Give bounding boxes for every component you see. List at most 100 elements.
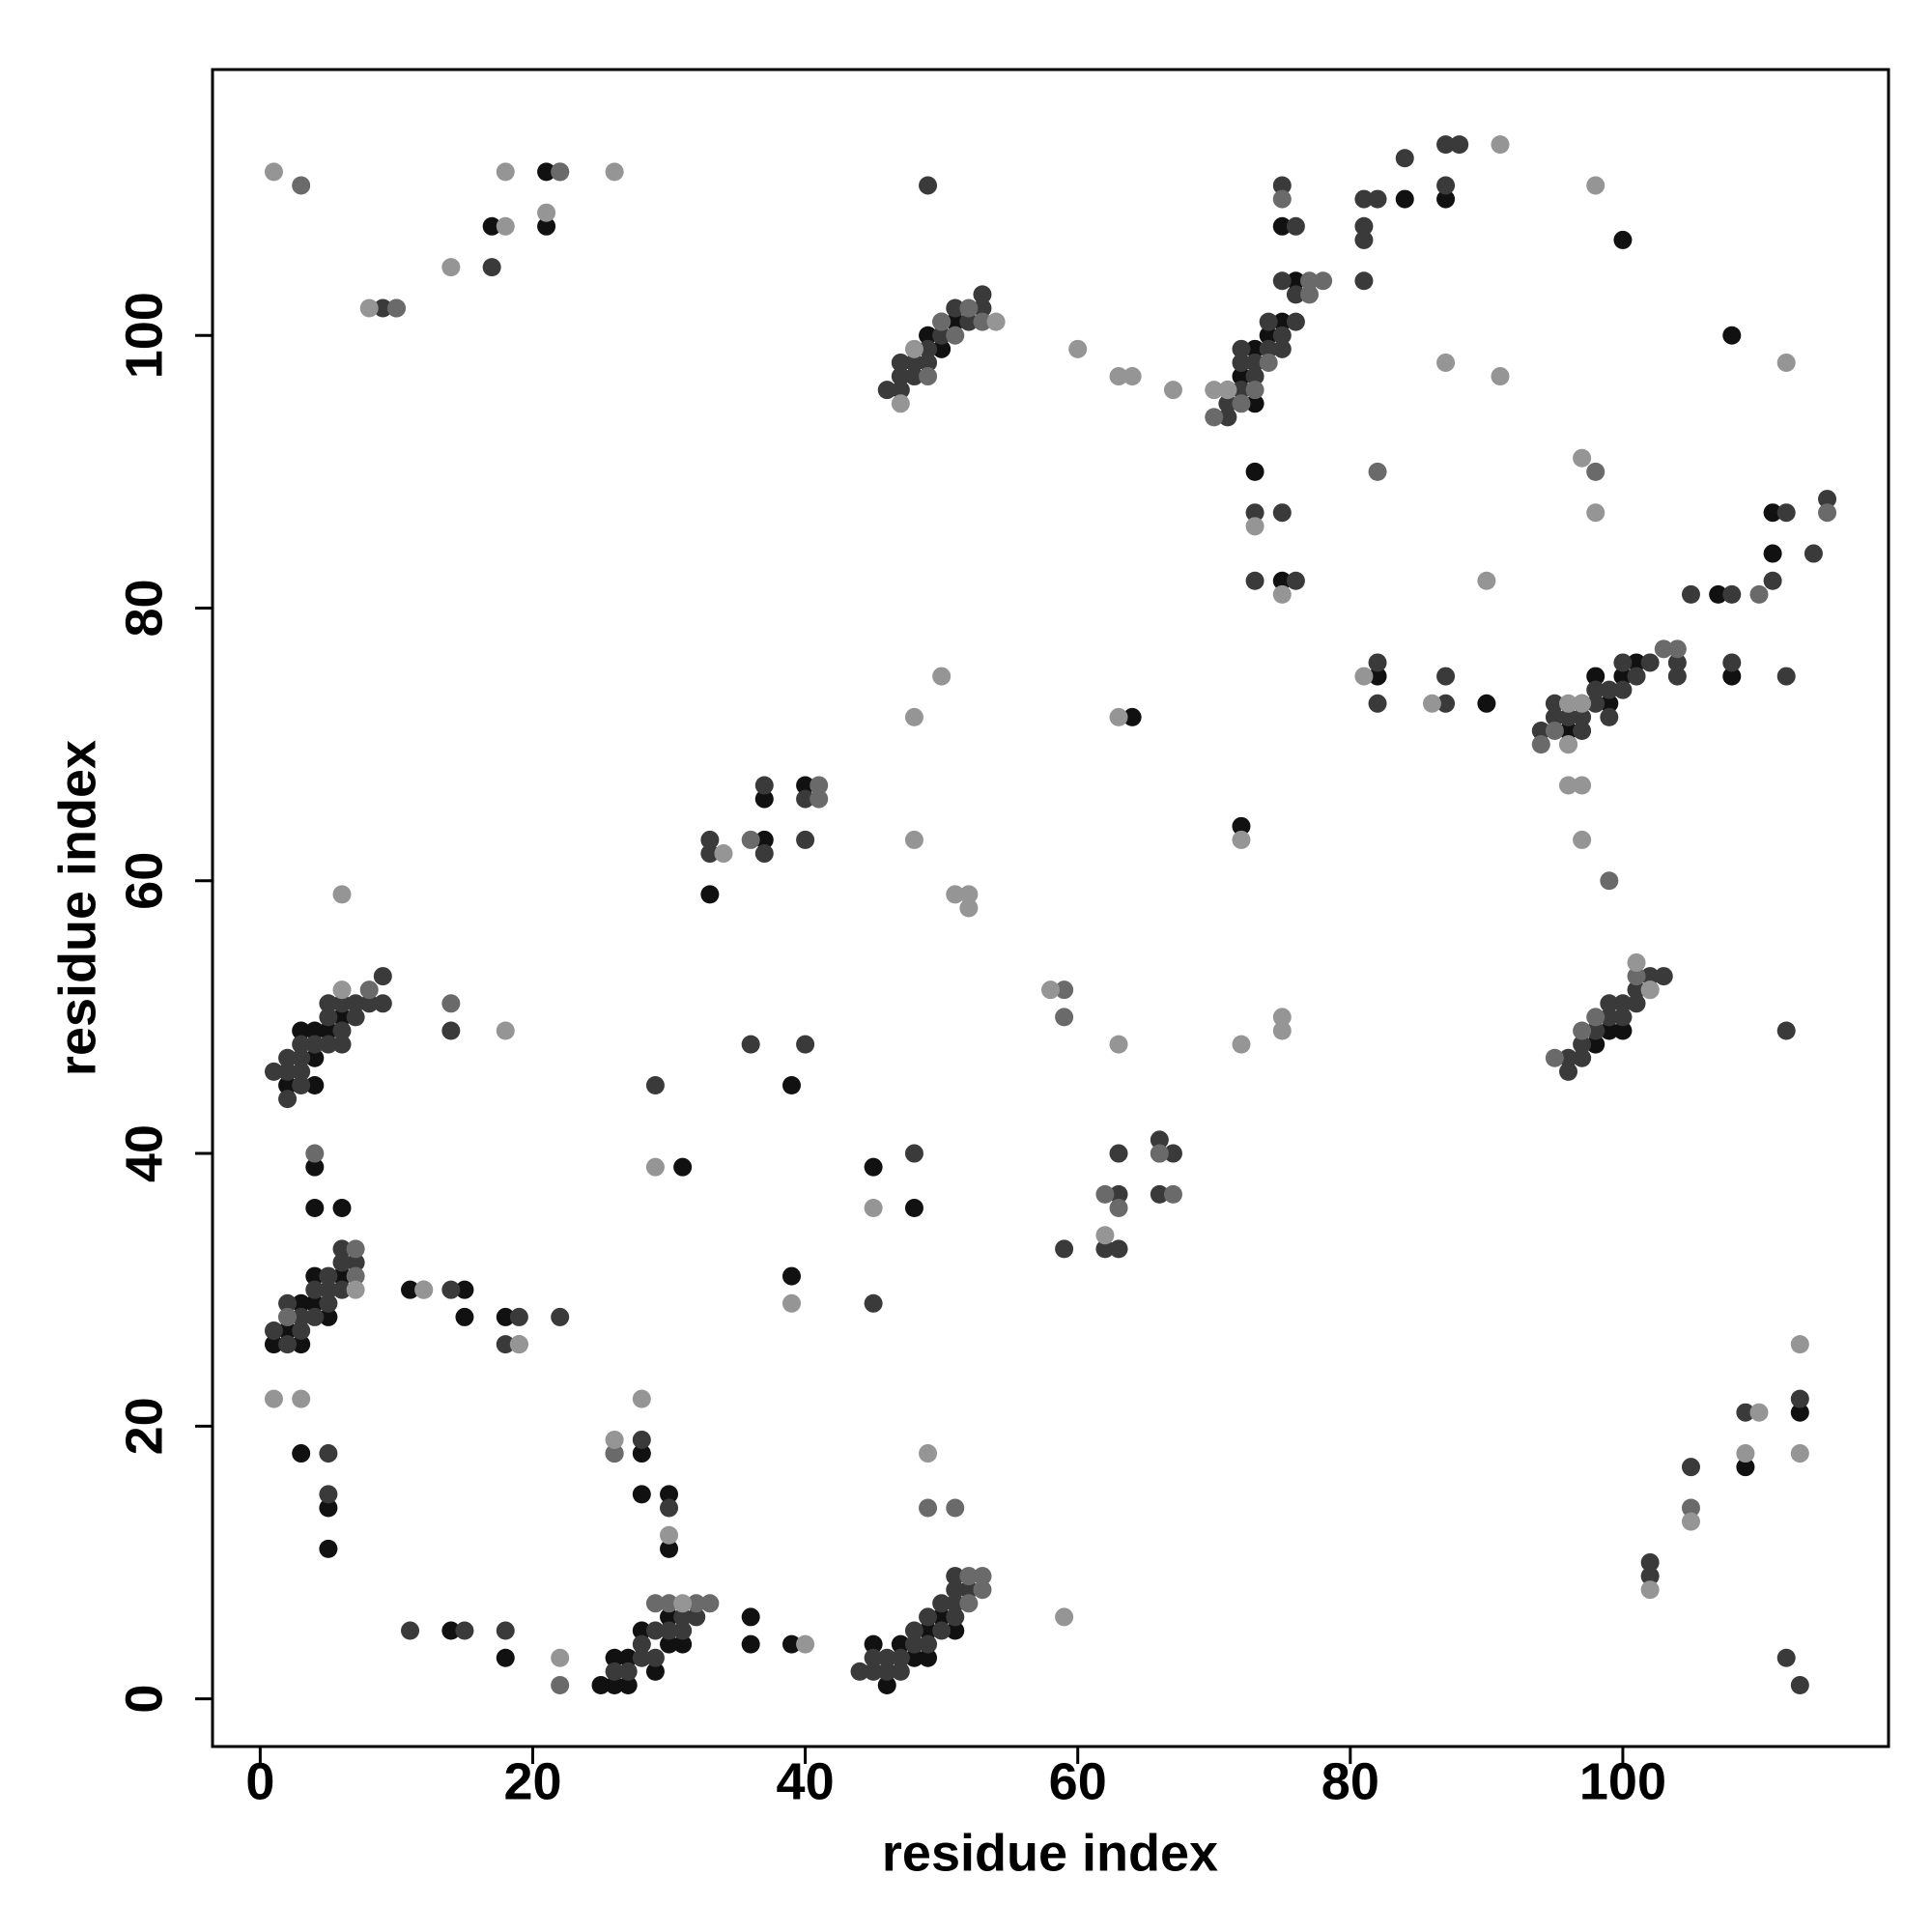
point [1600, 994, 1619, 1013]
point [1681, 584, 1700, 604]
point [796, 1035, 815, 1054]
point [891, 394, 910, 413]
point [1613, 994, 1633, 1013]
point [332, 885, 352, 904]
point [864, 1662, 883, 1681]
point [1245, 462, 1264, 481]
point [1573, 722, 1592, 741]
point [864, 1648, 883, 1667]
point [278, 1321, 298, 1341]
point [537, 203, 556, 222]
point [877, 1662, 896, 1681]
point [332, 1199, 352, 1218]
point [754, 830, 774, 849]
x-tick-label: 60 [1049, 1752, 1107, 1810]
point [305, 1048, 325, 1067]
point [1586, 1021, 1605, 1040]
point [1627, 980, 1646, 1000]
point [891, 1648, 910, 1667]
point [319, 1293, 338, 1313]
point [346, 1280, 365, 1299]
point [1314, 271, 1333, 291]
point [959, 898, 979, 918]
point [1477, 694, 1496, 713]
point [1790, 1335, 1809, 1354]
point [1286, 216, 1305, 236]
point [1790, 1675, 1809, 1694]
point [632, 1621, 651, 1640]
point [264, 1321, 283, 1341]
point [496, 162, 515, 182]
point [946, 1621, 965, 1640]
point [618, 1662, 638, 1681]
point [1545, 722, 1564, 741]
point [632, 1485, 651, 1504]
point [932, 667, 952, 686]
point [1109, 707, 1128, 726]
plot-frame [211, 68, 1890, 1748]
point [1354, 230, 1374, 249]
point [278, 1090, 298, 1109]
point [1300, 285, 1320, 304]
point [919, 353, 938, 372]
point [904, 1621, 923, 1640]
point [1722, 653, 1742, 672]
x-tick-label: 100 [1579, 1752, 1666, 1810]
point [319, 1008, 338, 1027]
point [946, 298, 965, 318]
point [891, 1634, 910, 1654]
point [673, 1634, 693, 1654]
point [946, 1567, 965, 1586]
point [482, 216, 501, 236]
point [1776, 353, 1796, 372]
point [919, 339, 938, 358]
point [877, 381, 896, 400]
point [509, 1335, 528, 1354]
point [919, 367, 938, 386]
point [1776, 667, 1796, 686]
point [1640, 653, 1660, 672]
point [1586, 1008, 1605, 1027]
point [1109, 1144, 1128, 1163]
point [292, 1048, 311, 1067]
point [1627, 952, 1646, 972]
point [264, 1335, 283, 1354]
point [605, 1648, 624, 1667]
point [1559, 722, 1578, 741]
point [1559, 735, 1578, 754]
point [292, 1035, 311, 1054]
point [319, 1539, 338, 1558]
point [1627, 967, 1646, 986]
point [605, 1444, 624, 1463]
point [1272, 503, 1292, 523]
point [359, 980, 379, 1000]
point [645, 1648, 665, 1667]
point [319, 1498, 338, 1518]
point [1790, 1389, 1809, 1408]
point [1286, 312, 1305, 331]
point [754, 844, 774, 864]
point [1354, 667, 1374, 686]
point [1545, 707, 1564, 726]
point [1232, 394, 1251, 413]
point [1272, 326, 1292, 345]
point [919, 1634, 938, 1654]
point [1368, 189, 1387, 209]
point [278, 1048, 298, 1067]
point [1640, 1567, 1660, 1586]
point [1613, 230, 1633, 249]
point [1640, 980, 1660, 1000]
point [1150, 1130, 1169, 1150]
point [1545, 694, 1564, 713]
point [673, 1621, 693, 1640]
point [632, 1634, 651, 1654]
point [1232, 381, 1251, 400]
point [645, 1621, 665, 1640]
point [1600, 1008, 1619, 1027]
point [632, 1430, 651, 1449]
point [645, 1157, 665, 1177]
point [332, 1266, 352, 1286]
point [1613, 680, 1633, 699]
point [919, 1607, 938, 1627]
point [455, 1280, 474, 1299]
